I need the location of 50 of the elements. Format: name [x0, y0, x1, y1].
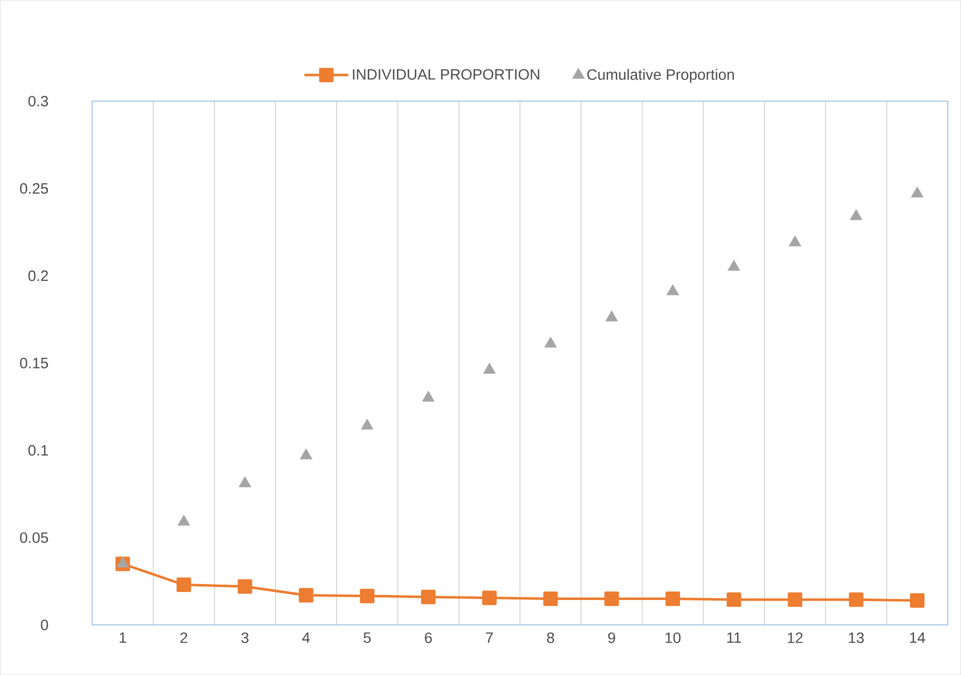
- point: [788, 592, 802, 607]
- point: [666, 591, 680, 606]
- point: [238, 579, 252, 594]
- point: [910, 186, 924, 198]
- y-tick-label: 0.1: [28, 444, 48, 456]
- x-tick-label: 14: [910, 632, 926, 643]
- legend-label: INDIVIDUAL PROPORTION: [352, 69, 540, 80]
- y-tick-label: 0.05: [20, 532, 48, 543]
- y-tick-label: 0.2: [28, 270, 48, 281]
- point: [116, 556, 129, 568]
- y-tick-label: 0.15: [20, 358, 48, 368]
- point: [300, 448, 312, 460]
- point: [850, 209, 862, 220]
- point: [544, 336, 557, 348]
- y-tick-label: 0.3: [28, 96, 48, 106]
- x-tick-label: 5: [364, 632, 371, 643]
- y-tick-label: 0.25: [20, 183, 48, 194]
- point: [605, 310, 618, 322]
- legend-label: Cumulative Proportion: [587, 68, 734, 83]
- x-tick-label: 7: [486, 632, 493, 643]
- point: [604, 591, 619, 606]
- point: [728, 260, 740, 271]
- x-tick-label: 8: [547, 632, 554, 644]
- x-tick-label: 12: [788, 632, 803, 643]
- point: [238, 476, 252, 488]
- point: [422, 390, 435, 402]
- point: [421, 590, 436, 604]
- x-tick-label: 9: [608, 632, 616, 644]
- x-tick-label: 2: [180, 632, 188, 643]
- point: [482, 590, 497, 606]
- point: [178, 514, 190, 526]
- x-tick-label: 1: [120, 632, 126, 643]
- x-tick-label: 10: [666, 632, 681, 644]
- point: [910, 593, 924, 608]
- point: [483, 362, 496, 374]
- point: [726, 592, 742, 607]
- point: [543, 591, 558, 606]
- point: [360, 418, 374, 430]
- point: [360, 588, 374, 604]
- point: [788, 235, 802, 246]
- x-tick-label: 4: [302, 632, 310, 643]
- x-tick-label: 3: [241, 632, 248, 644]
- x-tick-label: 11: [727, 632, 741, 643]
- point: [666, 284, 680, 296]
- point: [176, 577, 192, 592]
- x-tick-label: 13: [848, 632, 864, 644]
- y-tick-label: 0: [40, 620, 48, 630]
- x-tick-label: 6: [424, 632, 432, 644]
- point: [298, 588, 314, 602]
- point: [848, 592, 864, 607]
